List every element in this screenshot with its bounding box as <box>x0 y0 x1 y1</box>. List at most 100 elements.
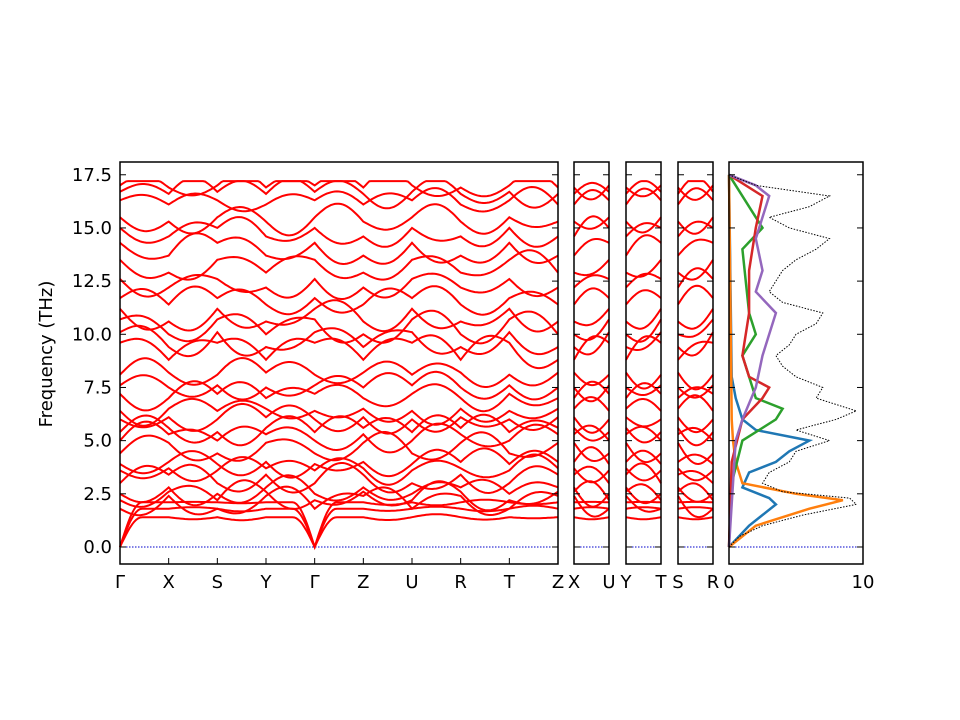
y-tick-label: 2.5 <box>83 484 112 505</box>
phonon-band <box>677 467 714 482</box>
phonon-band <box>625 289 662 306</box>
x-tick-label: T <box>503 572 516 593</box>
phonon-band <box>677 372 714 391</box>
phonon-band <box>119 356 559 388</box>
phonon-band <box>119 272 559 300</box>
phonon-band <box>677 426 714 442</box>
phonon-band <box>119 180 559 198</box>
partial-dos-line <box>727 174 814 548</box>
phonon-band <box>677 318 714 338</box>
phonon-band <box>573 216 610 230</box>
x-tick-label: Y <box>620 572 633 593</box>
phonon-band <box>625 442 662 464</box>
y-tick-label: 15.0 <box>72 218 112 239</box>
phonon-band <box>677 495 714 519</box>
phonon-band <box>119 299 559 333</box>
phonon-band <box>677 442 714 466</box>
phonon-band <box>677 180 714 195</box>
phonon-band <box>625 506 662 510</box>
phonon-band <box>119 431 559 462</box>
phonon-band <box>573 238 610 257</box>
panel-frame <box>625 161 662 565</box>
x-tick-label: U <box>602 572 615 593</box>
x-tick-label: Z <box>552 572 564 593</box>
dos-x-tick-label: 0 <box>723 572 734 593</box>
phonon-band <box>573 467 610 484</box>
phonon-band <box>119 485 559 517</box>
phonon-band <box>573 318 610 341</box>
phonon-band <box>119 185 559 213</box>
phonon-band <box>677 331 714 357</box>
phonon-band <box>573 308 610 327</box>
phonon-band <box>119 402 559 435</box>
phonon-band <box>119 498 559 551</box>
phonon-band <box>573 424 610 442</box>
partial-dos-line <box>727 173 778 548</box>
phonon-band <box>625 467 662 482</box>
x-tick-label: Γ <box>310 572 320 593</box>
phonon-band <box>119 420 559 454</box>
phonon-band <box>677 394 714 412</box>
phonon-band <box>625 308 662 330</box>
phonon-band <box>625 180 662 195</box>
phonon-band <box>119 216 559 248</box>
phonon-band <box>677 267 714 289</box>
phonon-band <box>677 427 714 447</box>
phonon-band <box>573 416 610 434</box>
phonon-band <box>573 371 610 387</box>
panel-frame <box>677 161 714 565</box>
phonon-band <box>573 188 610 206</box>
x-tick-label: U <box>405 572 418 593</box>
phonon-band <box>573 259 610 277</box>
phonon-band <box>625 384 662 396</box>
x-tick-label: Y <box>260 572 273 593</box>
phonon-band <box>573 427 610 442</box>
phonon-band <box>573 495 610 518</box>
x-tick-label: Γ <box>115 572 125 593</box>
phonon-band <box>625 318 662 343</box>
phonon-band <box>625 398 662 412</box>
y-tick-label: 12.5 <box>72 271 112 292</box>
phonon-band <box>625 486 662 505</box>
phonon-band <box>119 309 559 345</box>
phonon-band <box>625 259 662 278</box>
phonon-band <box>119 474 559 507</box>
phonon-band <box>625 331 662 351</box>
phonon-band <box>625 234 662 257</box>
phonon-band <box>119 249 559 281</box>
phonon-band <box>677 238 714 257</box>
phonon-band <box>573 335 610 361</box>
phonon-band <box>119 370 559 401</box>
phonon-band <box>677 259 714 281</box>
phonon-band <box>625 187 662 206</box>
phonon-band <box>119 462 559 495</box>
phonon-band <box>677 470 714 484</box>
phonon-band <box>625 516 662 521</box>
x-tick-label: S <box>212 572 223 593</box>
phonon-band <box>677 416 714 434</box>
phonon-band <box>119 202 559 237</box>
phonon-band <box>677 482 714 501</box>
x-tick-label: R <box>454 572 467 593</box>
phonon-band <box>625 216 662 234</box>
dos-x-tick-label: 10 <box>852 572 875 593</box>
x-tick-label: T <box>655 572 668 593</box>
phonon-band <box>119 334 559 370</box>
phonon-band <box>625 495 662 513</box>
panel-frame <box>573 161 610 565</box>
phonon-band <box>677 516 714 521</box>
y-tick-label: 0.0 <box>83 537 112 558</box>
y-tick-label: 7.5 <box>83 377 112 398</box>
phonon-band <box>119 479 559 512</box>
phonon-band <box>119 397 559 427</box>
phonon-band <box>625 372 662 390</box>
y-tick-label: 17.5 <box>72 165 112 186</box>
x-tick-label: X <box>162 572 174 593</box>
y-tick-label: 10.0 <box>72 324 112 345</box>
phonon-band <box>573 442 610 463</box>
